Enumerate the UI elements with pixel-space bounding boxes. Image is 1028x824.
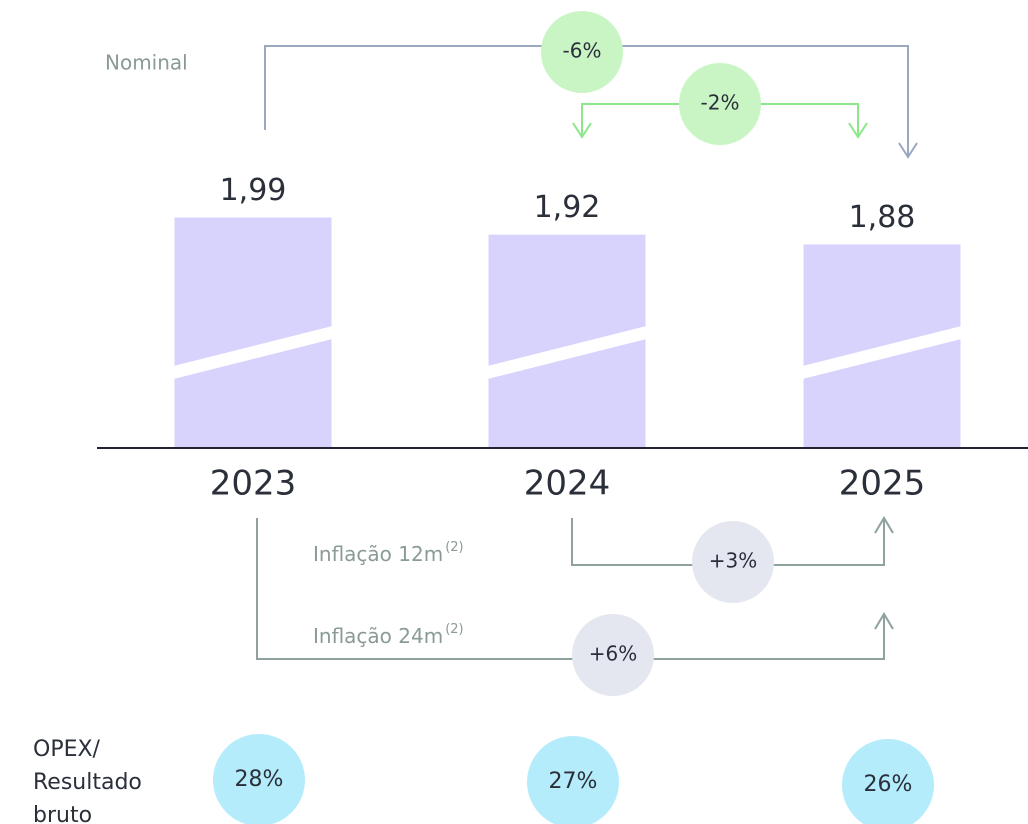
x-tick-label: 2023: [210, 464, 297, 504]
opex-bubble: [842, 739, 934, 824]
change-label: -6%: [563, 39, 602, 63]
value-label: 1,99: [220, 173, 287, 208]
axis-break: [802, 326, 962, 379]
inflation-label: Inflação 12m (2): [313, 540, 464, 566]
inflation-bubble: [692, 521, 774, 603]
x-tick-label: 2024: [524, 464, 611, 504]
opex-bubble: [527, 736, 619, 824]
inflation-note: (2): [445, 540, 463, 555]
opex-label: bruto: [33, 803, 92, 824]
inflation-label: Inflação 24m (2): [313, 622, 464, 648]
opex-label: Resultado: [33, 770, 142, 795]
value-label: 1,88: [849, 200, 916, 235]
inflation-note: (2): [445, 622, 463, 637]
inflation-name: Inflação 12m: [313, 542, 443, 566]
opex-value: 28%: [235, 767, 284, 792]
opex-value: 26%: [864, 772, 913, 797]
axis-break: [173, 326, 333, 379]
nominal-label: Nominal: [105, 51, 188, 75]
opex-bubble: [213, 734, 305, 824]
inflation-value: +3%: [709, 549, 758, 573]
inflation-bracket-24: [256, 518, 894, 660]
x-tick-label: 2025: [839, 464, 926, 504]
inflation-name: Inflação 24m: [313, 624, 443, 648]
change-label: -2%: [701, 91, 740, 115]
value-label: 1,92: [534, 190, 601, 225]
change-bubble: [679, 63, 761, 145]
axis-break: [487, 326, 647, 379]
opex-label: OPEX/: [33, 737, 101, 762]
inflation-bubble: [572, 614, 654, 696]
inflation-value: +6%: [589, 642, 638, 666]
bar: [174, 217, 332, 448]
change-bubble: [541, 11, 623, 93]
opex-value: 27%: [549, 769, 598, 794]
